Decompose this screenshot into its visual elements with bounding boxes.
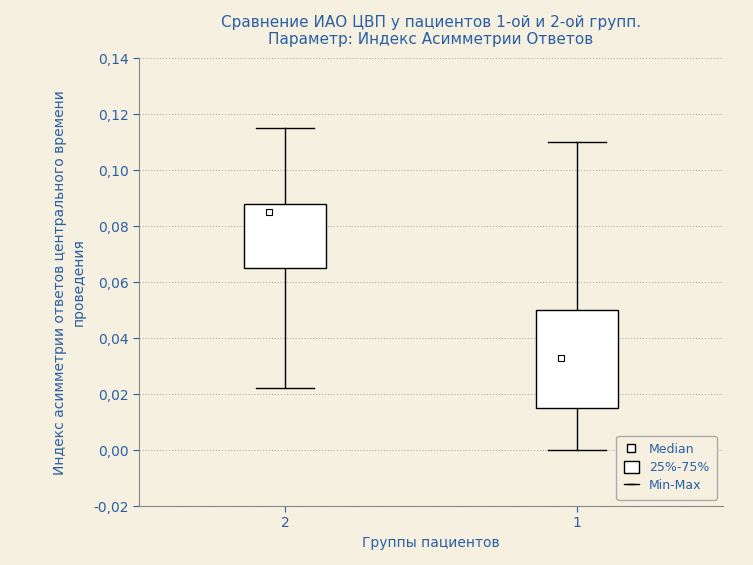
Y-axis label: Индекс асимметрии ответов центрального времени
проведения: Индекс асимметрии ответов центрального в… [53,90,86,475]
Legend: Median, 25%-75%, Min-Max: Median, 25%-75%, Min-Max [616,436,717,500]
Bar [536,310,617,408]
Bar [244,204,326,268]
Title: Сравнение ИАО ЦВП у пациентов 1-ой и 2-ой групп.
Параметр: Индекс Асимметрии Отв: Сравнение ИАО ЦВП у пациентов 1-ой и 2-о… [221,15,641,47]
X-axis label: Группы пациентов: Группы пациентов [362,536,500,550]
